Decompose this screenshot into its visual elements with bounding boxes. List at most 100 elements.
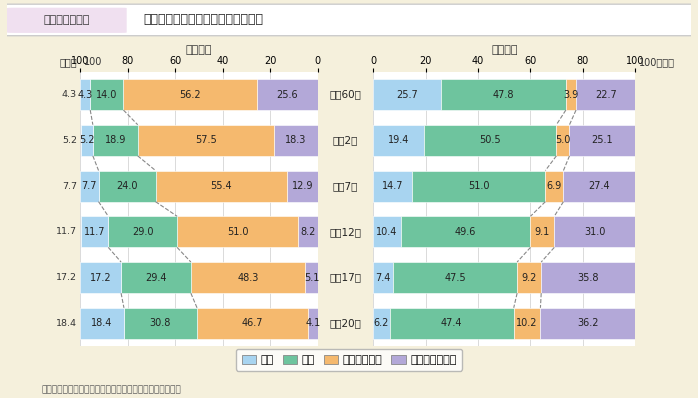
Bar — [298, 216, 318, 248]
Text: 7.4: 7.4 — [376, 273, 391, 283]
Bar — [373, 308, 389, 339]
Bar — [373, 170, 412, 202]
Text: 11.7: 11.7 — [56, 227, 77, 236]
Text: 5.2: 5.2 — [62, 136, 77, 145]
Bar — [124, 308, 197, 339]
Text: 3.9: 3.9 — [563, 90, 579, 100]
Bar — [80, 79, 90, 110]
Text: 47.5: 47.5 — [444, 273, 466, 283]
Text: 4.3: 4.3 — [61, 90, 77, 99]
Text: 5.2: 5.2 — [79, 135, 94, 145]
Bar — [177, 216, 298, 248]
Bar — [514, 308, 540, 339]
Text: 〈女性〉: 〈女性〉 — [186, 45, 212, 55]
Text: 17.2: 17.2 — [56, 273, 77, 282]
Text: 47.4: 47.4 — [441, 318, 463, 328]
Bar — [90, 79, 124, 110]
Text: 平成7年: 平成7年 — [333, 181, 358, 191]
Bar — [541, 262, 635, 293]
Text: 36.2: 36.2 — [577, 318, 599, 328]
Text: 51.0: 51.0 — [468, 181, 489, 191]
Bar — [124, 79, 257, 110]
Text: 7.7: 7.7 — [61, 181, 77, 191]
Bar — [308, 308, 318, 339]
Text: 14.0: 14.0 — [96, 90, 117, 100]
Bar — [156, 170, 287, 202]
Text: 10.4: 10.4 — [376, 227, 398, 237]
Text: 4.3: 4.3 — [77, 90, 93, 100]
Text: 35.8: 35.8 — [577, 273, 599, 283]
Text: 5.0: 5.0 — [555, 135, 571, 145]
Bar — [191, 262, 306, 293]
Bar — [274, 125, 318, 156]
Bar — [554, 216, 635, 248]
Text: 49.6: 49.6 — [455, 227, 476, 237]
Text: 25.6: 25.6 — [276, 90, 298, 100]
Bar — [540, 308, 635, 339]
Text: 12.9: 12.9 — [292, 181, 313, 191]
Text: 24.0: 24.0 — [117, 181, 138, 191]
Bar — [545, 170, 563, 202]
Bar — [373, 216, 401, 248]
Text: 46.7: 46.7 — [242, 318, 263, 328]
Bar — [556, 125, 570, 156]
Bar — [563, 170, 635, 202]
Text: 18.4: 18.4 — [91, 318, 113, 328]
Bar — [566, 79, 576, 110]
Text: 〈男性〉: 〈男性〉 — [491, 45, 517, 55]
Text: 学歴別一般労働者の構成割合の推移: 学歴別一般労働者の構成割合の推移 — [144, 13, 264, 26]
Text: 19.4: 19.4 — [388, 135, 410, 145]
Bar — [576, 79, 635, 110]
Bar — [80, 125, 93, 156]
Text: 30.8: 30.8 — [150, 318, 171, 328]
Text: 9.2: 9.2 — [521, 273, 537, 283]
Text: 10.2: 10.2 — [517, 318, 538, 328]
Bar — [401, 216, 530, 248]
Bar — [93, 125, 138, 156]
Bar — [412, 170, 545, 202]
Bar — [424, 125, 556, 156]
Text: 18.4: 18.4 — [56, 319, 77, 328]
Text: 50.5: 50.5 — [480, 135, 501, 145]
Bar — [517, 262, 541, 293]
Text: 47.8: 47.8 — [493, 90, 514, 100]
Bar — [393, 262, 517, 293]
Bar — [197, 308, 308, 339]
Bar — [389, 308, 514, 339]
Bar — [306, 262, 318, 293]
Text: 29.0: 29.0 — [132, 227, 154, 237]
Text: 第１－２－６図: 第１－２－６図 — [44, 15, 90, 25]
Text: 5.1: 5.1 — [304, 273, 319, 283]
Text: 6.2: 6.2 — [374, 318, 389, 328]
Bar — [287, 170, 318, 202]
Bar — [570, 125, 635, 156]
Bar — [80, 308, 124, 339]
Text: （備考）厚生労働省「賃金構造基本統計調査」より作成。: （備考）厚生労働省「賃金構造基本統計調査」より作成。 — [42, 386, 181, 395]
FancyBboxPatch shape — [7, 8, 126, 33]
Text: 100（％）: 100（％） — [639, 57, 675, 67]
Text: 7.7: 7.7 — [82, 181, 97, 191]
Text: 27.4: 27.4 — [588, 181, 610, 191]
Bar — [80, 170, 98, 202]
Text: 100: 100 — [84, 57, 102, 67]
Text: 平成20年: 平成20年 — [329, 318, 362, 328]
Text: 29.4: 29.4 — [145, 273, 167, 283]
Bar — [257, 79, 318, 110]
Text: 22.7: 22.7 — [595, 90, 616, 100]
Text: 25.1: 25.1 — [591, 135, 613, 145]
Text: 48.3: 48.3 — [237, 273, 259, 283]
Bar — [108, 216, 177, 248]
Text: 平成12年: 平成12年 — [329, 227, 362, 237]
Bar — [530, 216, 554, 248]
Text: 25.7: 25.7 — [396, 90, 418, 100]
Text: 平成17年: 平成17年 — [329, 273, 362, 283]
Bar — [138, 125, 274, 156]
Text: 平成2年: 平成2年 — [333, 135, 358, 145]
Text: 昭和60年: 昭和60年 — [329, 90, 362, 100]
Text: 55.4: 55.4 — [210, 181, 232, 191]
Text: 11.7: 11.7 — [84, 227, 105, 237]
Legend: 中卒, 高卒, 高専・短大卒, 大学・大学院卒: 中卒, 高卒, 高専・短大卒, 大学・大学院卒 — [236, 349, 462, 371]
Text: 4.1: 4.1 — [305, 318, 320, 328]
Text: 9.1: 9.1 — [535, 227, 550, 237]
Text: 17.2: 17.2 — [90, 273, 112, 283]
